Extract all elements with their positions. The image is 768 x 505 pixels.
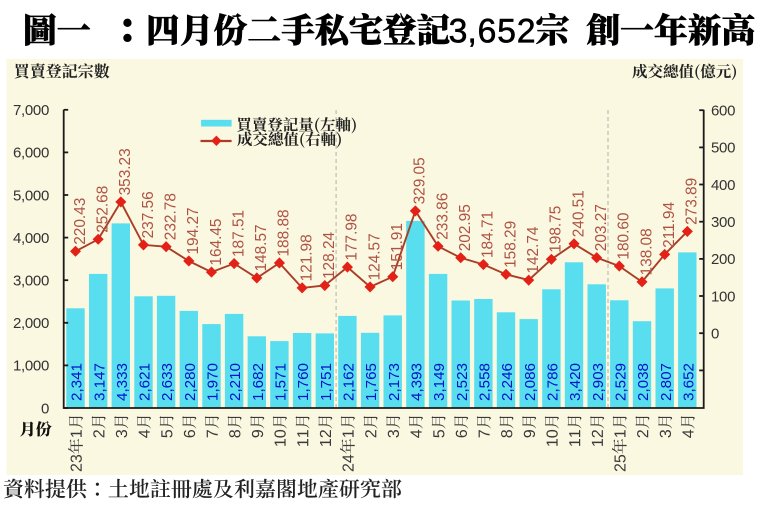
svg-text:240.51: 240.51 [570, 190, 587, 237]
svg-text:2,529: 2,529 [612, 363, 629, 401]
svg-text:233.86: 233.86 [434, 193, 451, 240]
svg-text:1,000: 1,000 [13, 358, 49, 375]
svg-text:3,147: 3,147 [91, 363, 108, 401]
svg-text:329.05: 329.05 [412, 157, 429, 204]
svg-text:194.27: 194.27 [185, 207, 202, 254]
svg-text:2,786: 2,786 [545, 363, 562, 401]
svg-text:300: 300 [711, 214, 735, 231]
svg-text:198.75: 198.75 [548, 206, 565, 253]
svg-text:1,571: 1,571 [273, 363, 290, 401]
svg-text:6,000: 6,000 [13, 145, 49, 162]
svg-text:3,149: 3,149 [431, 363, 448, 401]
svg-text:3,420: 3,420 [567, 363, 584, 401]
svg-text:500: 500 [711, 140, 735, 157]
svg-text:0: 0 [711, 326, 719, 343]
svg-text:7,000: 7,000 [13, 102, 49, 119]
svg-text:200: 200 [711, 251, 735, 268]
svg-text:2,903: 2,903 [590, 363, 607, 401]
svg-text:177.98: 177.98 [344, 214, 361, 261]
svg-text:138.08: 138.08 [638, 228, 655, 275]
svg-text:2,162: 2,162 [341, 363, 358, 401]
svg-text:4,000: 4,000 [13, 230, 49, 247]
svg-text:1,751: 1,751 [318, 363, 335, 401]
svg-text:4,393: 4,393 [409, 363, 426, 401]
svg-text:2,246: 2,246 [499, 363, 516, 401]
svg-text:2,341: 2,341 [69, 363, 86, 401]
svg-text:211.94: 211.94 [661, 202, 678, 248]
svg-text:2,558: 2,558 [477, 363, 494, 401]
svg-text:202.95: 202.95 [457, 204, 474, 251]
svg-text:2,523: 2,523 [454, 363, 471, 401]
svg-text:5,000: 5,000 [13, 187, 49, 204]
svg-text:3,652: 3,652 [680, 363, 697, 401]
svg-text:400: 400 [711, 177, 735, 194]
svg-text:2,280: 2,280 [182, 363, 199, 401]
svg-text:2,621: 2,621 [137, 363, 154, 401]
svg-text:2,000: 2,000 [13, 315, 49, 332]
svg-text:4,333: 4,333 [114, 363, 131, 401]
svg-text:124.57: 124.57 [366, 233, 383, 280]
svg-text:273.89: 273.89 [684, 178, 701, 225]
svg-text:142.74: 142.74 [525, 226, 542, 274]
svg-text:164.45: 164.45 [208, 219, 225, 266]
svg-text:188.88: 188.88 [276, 209, 293, 256]
svg-text:1,765: 1,765 [363, 363, 380, 401]
svg-text:2,807: 2,807 [658, 363, 675, 401]
svg-text:232.78: 232.78 [162, 193, 179, 240]
svg-text:220.43: 220.43 [72, 198, 89, 245]
svg-text:1,760: 1,760 [295, 363, 312, 401]
svg-text:180.60: 180.60 [616, 213, 633, 260]
svg-text:2,038: 2,038 [635, 363, 652, 401]
svg-text:600: 600 [711, 103, 735, 120]
svg-text:3,000: 3,000 [13, 273, 49, 290]
svg-text:2,173: 2,173 [386, 363, 403, 401]
svg-text:353.23: 353.23 [117, 148, 134, 195]
svg-text:184.71: 184.71 [480, 211, 497, 258]
svg-text:128.24: 128.24 [321, 231, 338, 279]
svg-text:158.29: 158.29 [502, 221, 519, 268]
svg-text:187.51: 187.51 [230, 210, 247, 257]
svg-text:100: 100 [711, 288, 735, 305]
svg-text:203.27: 203.27 [593, 204, 610, 251]
svg-text:237.56: 237.56 [140, 191, 157, 238]
svg-text:2,086: 2,086 [522, 363, 539, 401]
svg-text:2,210: 2,210 [227, 363, 244, 401]
svg-text:121.98: 121.98 [298, 234, 315, 281]
svg-text:0: 0 [41, 400, 49, 417]
svg-text:2,633: 2,633 [159, 363, 176, 401]
svg-text:1,682: 1,682 [250, 363, 267, 401]
svg-text:1,970: 1,970 [205, 363, 222, 401]
svg-text:148.57: 148.57 [253, 224, 270, 271]
svg-text:151.91: 151.91 [389, 223, 406, 270]
svg-text:252.68: 252.68 [95, 186, 112, 233]
